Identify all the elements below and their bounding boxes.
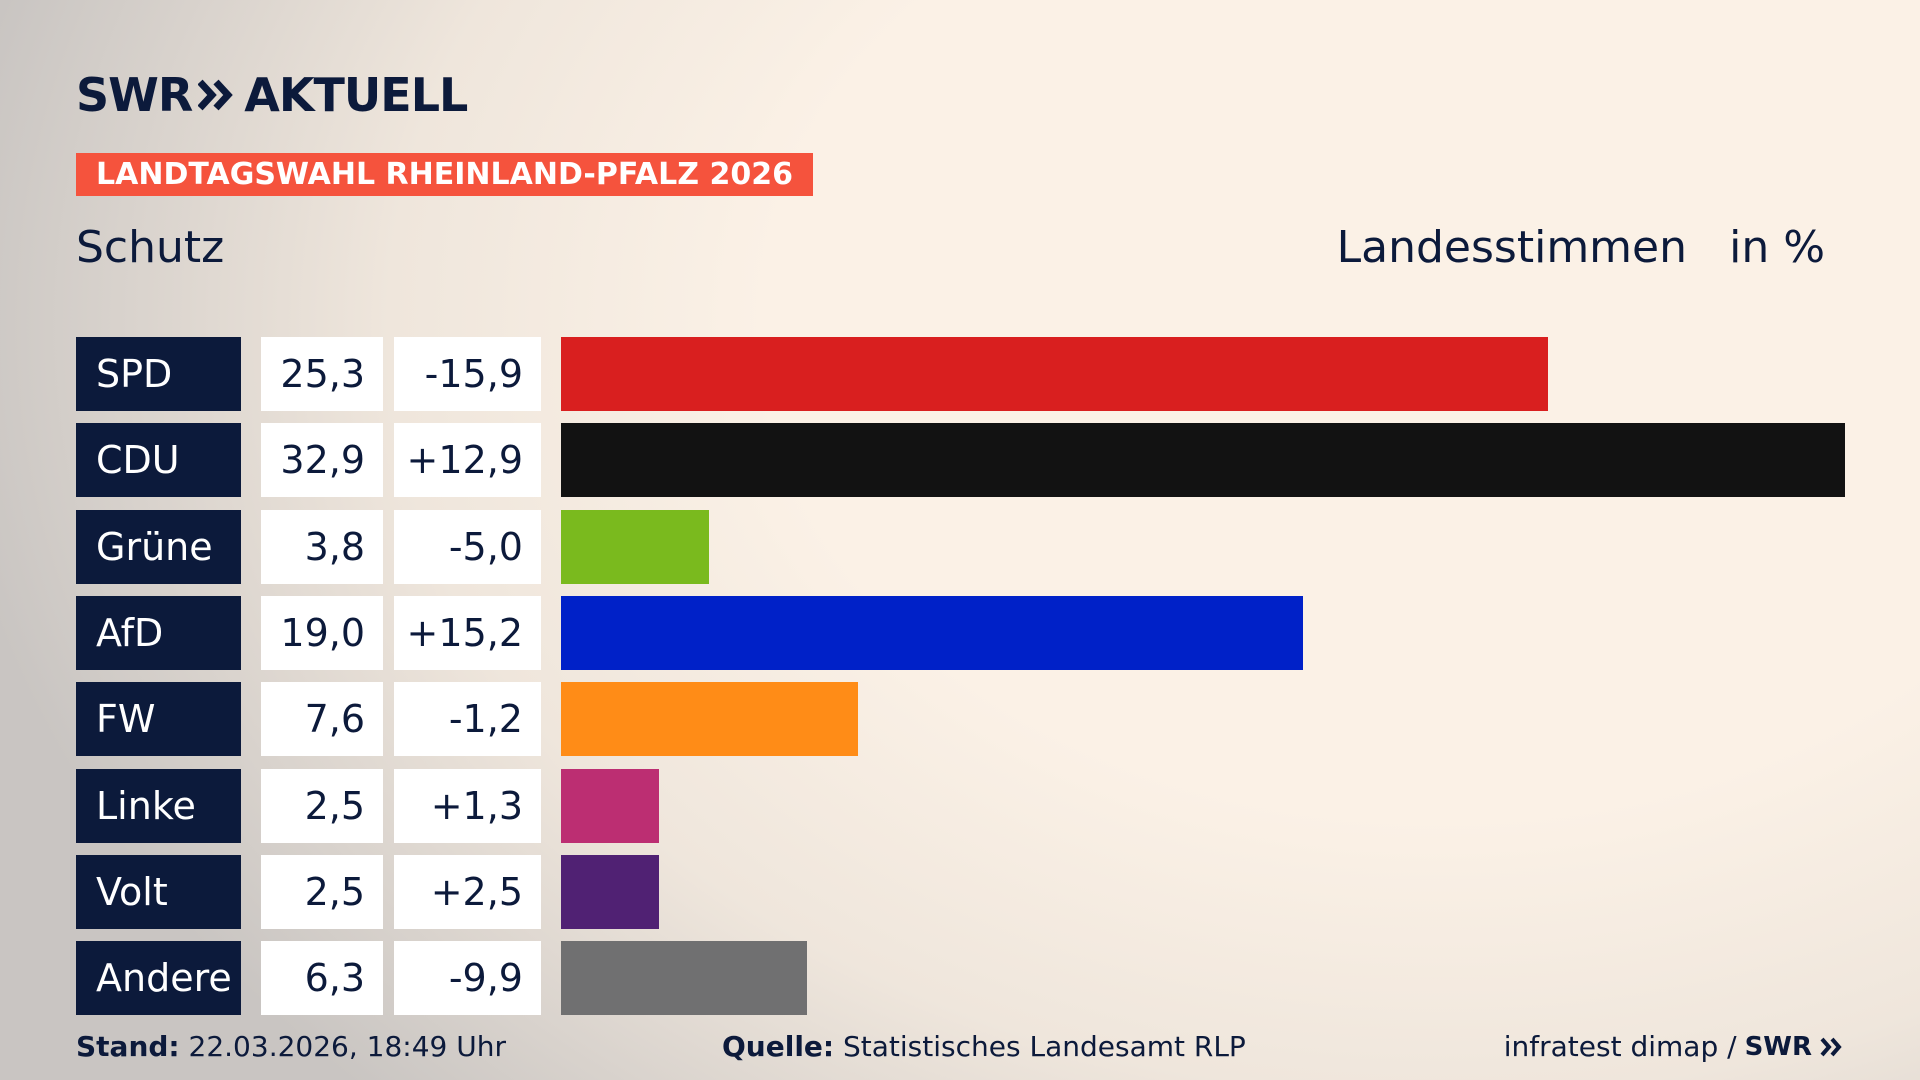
bar [561, 682, 858, 757]
source: Quelle: Statistisches Landesamt RLP [722, 1030, 1246, 1064]
source-text: Statistisches Landesamt RLP [843, 1030, 1246, 1063]
change-label: -5,0 [394, 509, 541, 584]
value-label: 32,9 [261, 423, 383, 498]
party-label: AfD [76, 595, 241, 670]
party-label: Andere [76, 941, 241, 1016]
brand-logo: SWR AKTUELL [76, 68, 468, 122]
bar [561, 509, 710, 584]
credit: infratest dimap / SWR [1504, 1030, 1844, 1064]
brand-product: AKTUELL [244, 68, 468, 122]
party-label: SPD [76, 337, 241, 411]
party-label: CDU [76, 423, 241, 498]
stand: Stand: 22.03.2026, 18:49 Uhr [76, 1030, 506, 1064]
value-label: 2,5 [261, 854, 383, 929]
credit-brand: SWR [1744, 1032, 1812, 1062]
banner: LANDTAGSWAHL RHEINLAND-PFALZ 2026 [76, 153, 813, 196]
change-label: +12,9 [394, 423, 541, 498]
source-label: Quelle: [722, 1030, 835, 1063]
party-label: Linke [76, 768, 241, 843]
change-label: -9,9 [394, 941, 541, 1016]
value-label: 3,8 [261, 509, 383, 584]
chart-title: Schutz [76, 222, 225, 273]
value-label: 6,3 [261, 941, 383, 1016]
stand-date: 22.03.2026, 18:49 Uhr [188, 1030, 506, 1063]
value-label: 7,6 [261, 682, 383, 757]
bar [561, 337, 1549, 411]
brand-name: SWR [76, 68, 193, 122]
value-label: 19,0 [261, 595, 383, 670]
party-label: Volt [76, 854, 241, 929]
bar [561, 941, 807, 1016]
change-label: +2,5 [394, 854, 541, 929]
value-label: 25,3 [261, 337, 383, 411]
change-label: -1,2 [394, 682, 541, 757]
bar [561, 595, 1303, 670]
credit-chevrons [1820, 1037, 1842, 1057]
party-label: Grüne [76, 509, 241, 584]
credit-text: infratest dimap / [1503, 1030, 1737, 1063]
chart-subtitle: Landesstimmen [1336, 222, 1687, 273]
bar [561, 768, 659, 843]
change-label: -15,9 [394, 337, 541, 411]
change-label: +1,3 [394, 768, 541, 843]
change-label: +15,2 [394, 595, 541, 670]
chevrons [198, 79, 234, 111]
party-label: FW [76, 682, 241, 757]
unit-label: in % [1729, 222, 1825, 273]
bar [561, 423, 1845, 498]
stand-label: Stand: [76, 1030, 180, 1063]
value-label: 2,5 [261, 768, 383, 843]
bar [561, 854, 659, 929]
